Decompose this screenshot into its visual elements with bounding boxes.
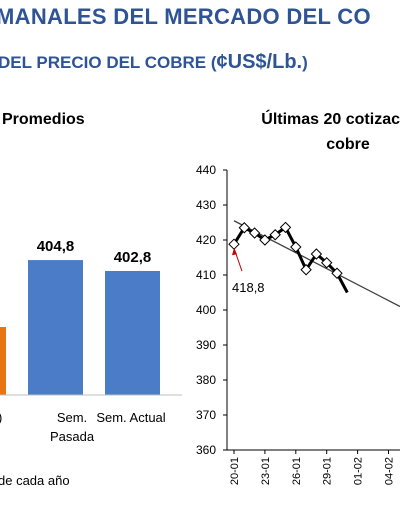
price-point — [269, 229, 281, 241]
x-tick-label: 23-01 — [260, 457, 272, 485]
price-point — [320, 257, 333, 269]
trend-line-path — [233, 220, 400, 308]
subtitle-unit: ¢US$/Lb. — [216, 51, 303, 73]
averages-chart: Promedios 404,8 402,8 ) Sem. Pasada Sem. … — [0, 111, 182, 488]
x-tick-label: 26-01 — [291, 457, 303, 485]
bar — [0, 327, 6, 395]
y-tick-label: 410 — [196, 268, 216, 282]
bar — [28, 260, 83, 395]
line-chart-title-2: cobre — [326, 136, 370, 153]
price-point — [279, 221, 292, 234]
x-ticks: 20-01 23-01 26-01 29-01 01-02 04-02 — [229, 450, 396, 485]
x-tick-label: 04-02 — [384, 457, 396, 485]
y-tick-label: 440 — [196, 163, 216, 177]
first-value-annotation: 418,8 — [232, 248, 265, 295]
y-tick-label: 390 — [196, 338, 216, 352]
trend-line — [233, 220, 400, 308]
y-tick-label: 400 — [196, 303, 216, 317]
averages-note: de cada año — [0, 473, 70, 488]
bar-value-label: 402,8 — [114, 249, 152, 266]
x-tick-label: 29-01 — [322, 457, 334, 485]
price-point — [248, 227, 261, 239]
bar-category-label: Pasada — [50, 429, 95, 444]
bar-value-label: 404,8 — [37, 238, 75, 255]
price-point — [300, 264, 312, 276]
y-tick-label: 420 — [196, 233, 216, 247]
averages-chart-title: Promedios — [2, 111, 85, 128]
bar-category-label: Sem. — [57, 410, 87, 425]
y-tick-label: 360 — [196, 443, 216, 457]
price-point — [310, 248, 323, 260]
x-tick-label: 01-02 — [353, 457, 365, 485]
subtitle-suffix: ) — [302, 53, 308, 72]
x-tick-label: 20-01 — [229, 457, 241, 485]
report-subtitle: DEL PRECIO DEL COBRE (¢US$/Lb.) — [0, 51, 308, 74]
bar — [105, 270, 160, 395]
y-tick-label: 370 — [196, 408, 216, 422]
last-20-quotes-chart: Últimas 20 cotizac cobre 360 370 380 390 400… — [196, 109, 400, 485]
y-ticks: 360 370 380 390 400 410 420 430 440 — [196, 163, 227, 457]
price-point — [238, 222, 251, 234]
y-tick-label: 380 — [196, 373, 216, 387]
price-point — [259, 234, 271, 246]
bar-category-label: Sem. Actual — [96, 410, 165, 425]
price-point — [290, 241, 302, 253]
annotation-arrowhead — [232, 248, 237, 256]
y-tick-label: 430 — [196, 198, 216, 212]
averages-bars: 404,8 402,8 — [0, 238, 160, 395]
line-chart-title-1: Últimas 20 cotizac — [261, 109, 400, 128]
price-series — [228, 221, 349, 294]
bar-category-label: ) — [0, 410, 2, 425]
price-point — [331, 267, 343, 279]
report-title: MANALES DEL MERCADO DEL CO — [0, 4, 371, 29]
subtitle-prefix: DEL PRECIO DEL COBRE ( — [0, 53, 217, 72]
annotation-label: 418,8 — [232, 280, 265, 295]
